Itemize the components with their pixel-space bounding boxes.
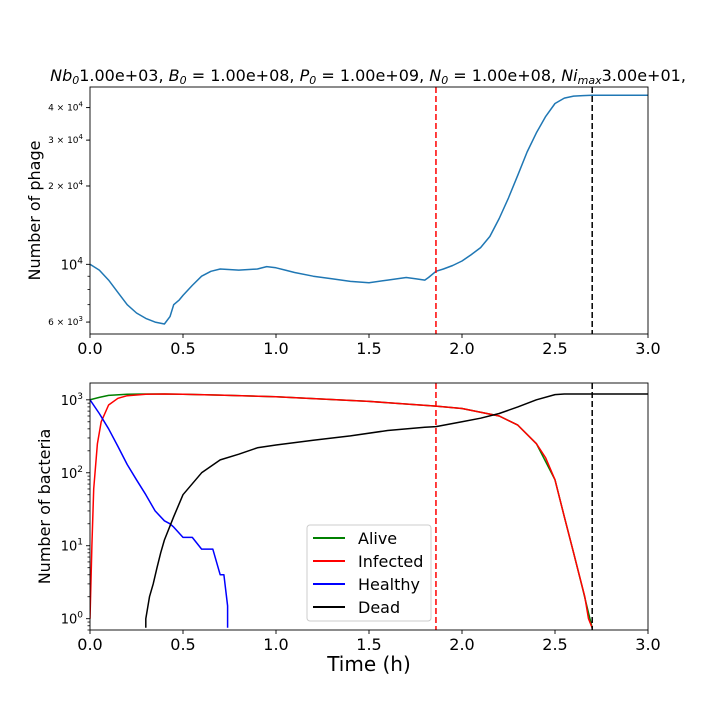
- y-tick-label: 102: [61, 465, 83, 482]
- x-tick-label: 0.0: [77, 339, 102, 358]
- axes-frame: [89, 86, 649, 335]
- legend-label-infected: Infected: [358, 552, 423, 571]
- series-group: [90, 94, 648, 325]
- y-tick-label: 6 × 103: [48, 315, 83, 328]
- y-tick-label: 3 × 104: [48, 133, 83, 146]
- y-tick-label: 2 × 104: [48, 179, 83, 192]
- y-axis-label: Number of phage: [25, 141, 44, 281]
- x-axis-label: Time (h): [326, 652, 411, 676]
- legend: Alive Infected Healthy Dead: [306, 524, 432, 622]
- legend-label-dead: Dead: [358, 598, 400, 617]
- x-tick-label: 2.0: [449, 635, 474, 654]
- y-tick-label: 101: [61, 538, 83, 555]
- y-tick-label: 100: [61, 611, 84, 628]
- legend-label-alive: Alive: [358, 529, 397, 548]
- y-tick-label: 104: [61, 256, 84, 273]
- series-line: [90, 94, 648, 325]
- legend-label-healthy: Healthy: [358, 575, 420, 594]
- figure-title: Nb01.00e+03, B0 = 1.00e+08, P0 = 1.00e+0…: [50, 66, 686, 87]
- axes-frame: [89, 382, 649, 631]
- x-tick-label: 3.0: [635, 635, 660, 654]
- y-tick-label: 4 × 104: [48, 101, 83, 114]
- series-line-healthy: [90, 399, 229, 628]
- y-axis-label: Number of bacteria: [35, 429, 54, 585]
- phage-plot: 6 × 103 104 2 × 104 3 × 104 4 × 104 0.0 0.5 1.0…: [25, 86, 661, 358]
- x-tick-label: 3.0: [635, 339, 660, 358]
- legend-frame: [306, 524, 432, 622]
- series-line-dead: [145, 393, 648, 628]
- x-tick-label: 2.5: [542, 339, 567, 358]
- x-tick-label: 2.5: [542, 635, 567, 654]
- x-tick-label: 0.5: [170, 339, 195, 358]
- x-tick-label: 1.5: [356, 339, 381, 358]
- x-tick-label: 0.0: [77, 635, 102, 654]
- x-tick-label: 2.0: [449, 339, 474, 358]
- x-tick-label: 1.5: [356, 635, 381, 654]
- y-tick-label: 103: [61, 392, 83, 409]
- x-tick-label: 0.5: [170, 635, 195, 654]
- bacteria-plot: 100 101 102 103 0.0 0.5 1.0 1.5 2.0 2.5 3.0 Number …: [35, 382, 661, 676]
- x-tick-label: 1.0: [263, 635, 288, 654]
- x-tick-label: 1.0: [263, 339, 288, 358]
- series-line-infected: [90, 393, 593, 629]
